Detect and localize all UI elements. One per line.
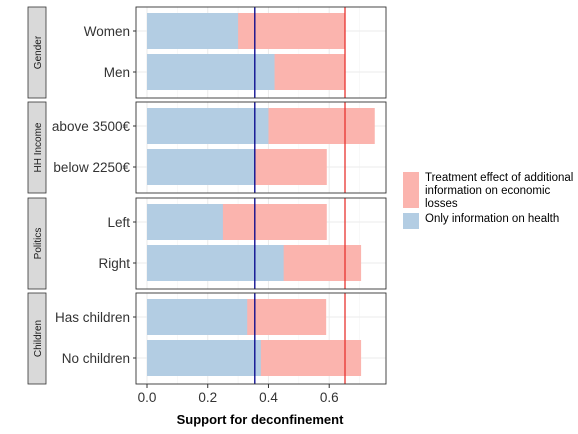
bar-health-only — [147, 299, 248, 335]
category-label: below 2250€ — [53, 160, 130, 175]
bar-health-only — [147, 149, 255, 185]
facet-strip-label: Gender — [33, 35, 44, 69]
facet-strip: HH Income — [27, 101, 47, 194]
category-label: Men — [104, 65, 130, 80]
bar-health-only — [147, 204, 223, 240]
legend-label-treatment: Treatment effect of additional informati… — [425, 172, 574, 210]
bar-health-only — [147, 54, 275, 90]
x-tick-label: 0.0 — [138, 390, 157, 405]
x-tick-label: 0.2 — [198, 390, 217, 405]
panel-border — [135, 6, 387, 99]
facet-strip-box — [27, 101, 47, 194]
facet-panel: above 3500€ below 2250€ — [52, 101, 387, 194]
legend-key-treatment — [403, 172, 419, 208]
category-label: Right — [98, 256, 130, 271]
bar-health-only — [147, 245, 284, 281]
x-tick-label: 0.4 — [259, 390, 278, 405]
facet-panel: Has children No children — [55, 292, 387, 385]
category-label: above 3500€ — [52, 119, 131, 134]
panel-border — [135, 101, 387, 194]
facet-panel: Left Right — [98, 197, 387, 290]
category-label: Left — [107, 215, 130, 230]
x-axis-label: Support for deconfinement — [177, 412, 345, 427]
facet-strip-label: HH Income — [33, 122, 44, 172]
legend-item-treatment: Treatment effect of additional informati… — [403, 172, 575, 211]
panel-border — [135, 197, 387, 290]
bar-health-only — [147, 340, 261, 376]
legend-label-health: Only information on health — [425, 213, 560, 225]
x-axis: 0.0 0.2 0.4 0.6 — [138, 384, 339, 405]
legend-item-health: Only information on health — [403, 213, 575, 229]
category-label: No children — [62, 351, 130, 366]
x-tick-label: 0.6 — [320, 390, 339, 405]
legend: Treatment effect of additional informati… — [403, 172, 575, 231]
facet-strip-box — [27, 6, 47, 99]
facet-strip-label: Children — [33, 320, 44, 357]
category-label: Has children — [55, 310, 130, 325]
facet-strip-label: Politics — [33, 228, 44, 260]
bar-health-only — [147, 108, 269, 144]
category-label: Women — [84, 24, 130, 39]
legend-key-health — [403, 213, 419, 229]
facet-strip: Gender — [27, 6, 47, 99]
facet-panel: Women Men — [84, 6, 387, 99]
facet-strip-box — [27, 292, 47, 385]
facet-panels: Women Men above 3500€ below 2250€ Left Right H… — [52, 6, 387, 385]
facet-strip-box — [27, 197, 47, 290]
facet-strips: Gender HH Income Politics Children — [27, 6, 47, 385]
panel-border — [135, 292, 387, 385]
facet-strip: Children — [27, 292, 47, 385]
facet-strip: Politics — [27, 197, 47, 290]
bar-health-only — [147, 13, 239, 49]
